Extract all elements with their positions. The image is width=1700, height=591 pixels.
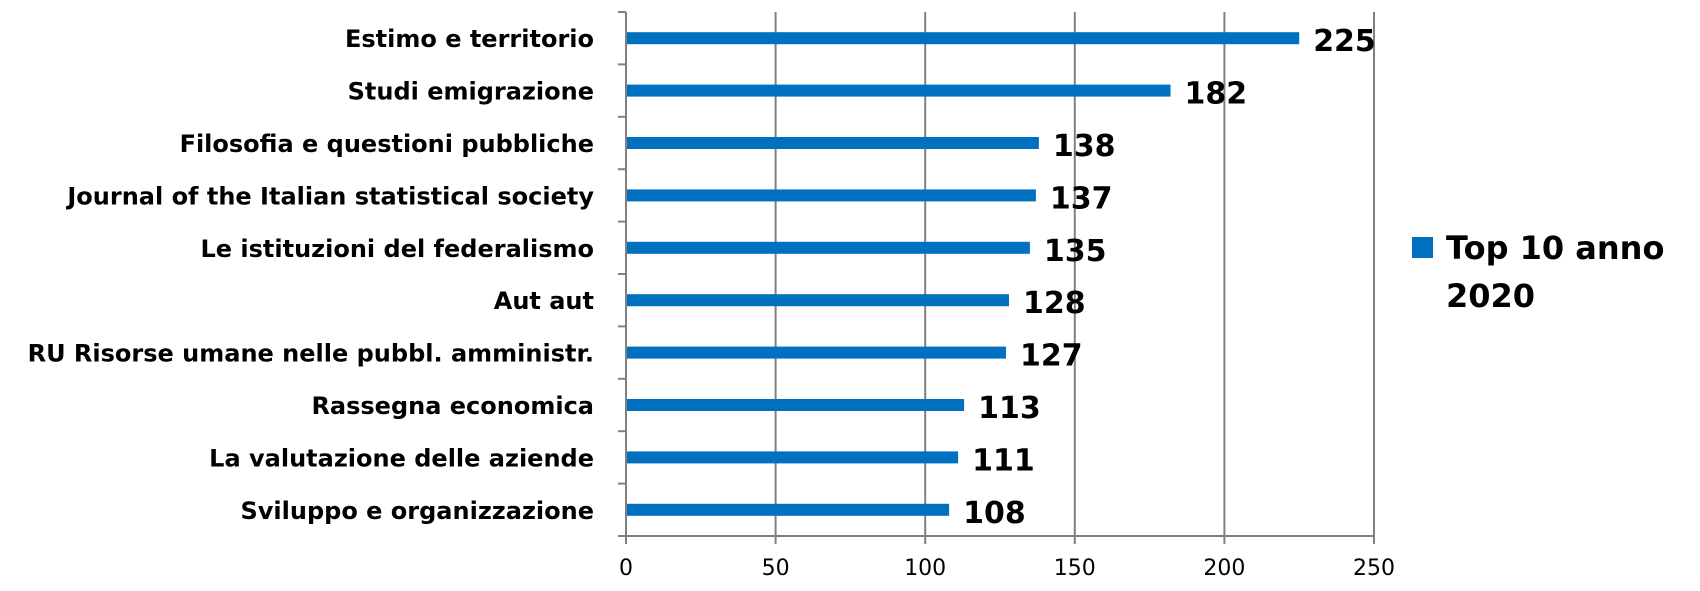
- data-label: 128: [1023, 286, 1086, 321]
- legend-label-line1: Top 10 anno: [1446, 229, 1664, 267]
- bar: [627, 189, 1036, 202]
- bar: [627, 399, 965, 411]
- x-tick-label: 150: [1054, 556, 1096, 581]
- bar: [627, 84, 1171, 97]
- category-label: Estimo e territorio: [345, 25, 594, 53]
- x-tick-label: 100: [904, 556, 946, 581]
- x-tick-label: 50: [762, 556, 790, 581]
- x-tick-label: 0: [619, 556, 633, 581]
- bar: [627, 241, 1030, 254]
- category-label: Le istituzioni del federalismo: [200, 235, 594, 263]
- category-label: Aut aut: [494, 287, 594, 315]
- axes: [618, 11, 1375, 544]
- category-label: Rassegna economica: [311, 392, 594, 420]
- gridlines: [774, 12, 1375, 536]
- category-label: Sviluppo e organizzazione: [241, 497, 595, 525]
- category-label: Journal of the Italian statistical socie…: [65, 182, 594, 210]
- data-label: 225: [1313, 24, 1376, 59]
- x-tick-label: 200: [1203, 556, 1245, 581]
- legend-swatch: [1412, 237, 1433, 258]
- category-label: La valutazione delle aziende: [209, 444, 594, 472]
- bar: [627, 137, 1039, 149]
- data-label: 182: [1185, 77, 1248, 112]
- data-label: 137: [1050, 181, 1113, 216]
- bar: [627, 346, 1006, 359]
- category-label: RU Risorse umane nelle pubbl. amministr.: [28, 340, 594, 368]
- legend-label-line2: 2020: [1446, 277, 1535, 315]
- data-label: 135: [1044, 234, 1107, 269]
- data-label: 111: [972, 443, 1035, 478]
- x-tick-label: 250: [1353, 556, 1395, 581]
- legend: Top 10 anno 2020: [1412, 229, 1664, 315]
- category-label: Filosofia e questioni pubbliche: [180, 130, 594, 158]
- labels: 0 50 100 150 200 250 Estimo e territorio 225 Stu…: [28, 24, 1395, 581]
- bars: [627, 32, 1300, 516]
- bar: [627, 451, 959, 464]
- bar: [627, 294, 1009, 307]
- bar: [627, 32, 1300, 45]
- data-label: 108: [963, 496, 1026, 531]
- data-label: 113: [978, 391, 1041, 426]
- data-label: 127: [1020, 339, 1083, 374]
- data-label: 138: [1053, 129, 1116, 164]
- category-label: Studi emigrazione: [348, 78, 594, 106]
- bar: [627, 503, 950, 516]
